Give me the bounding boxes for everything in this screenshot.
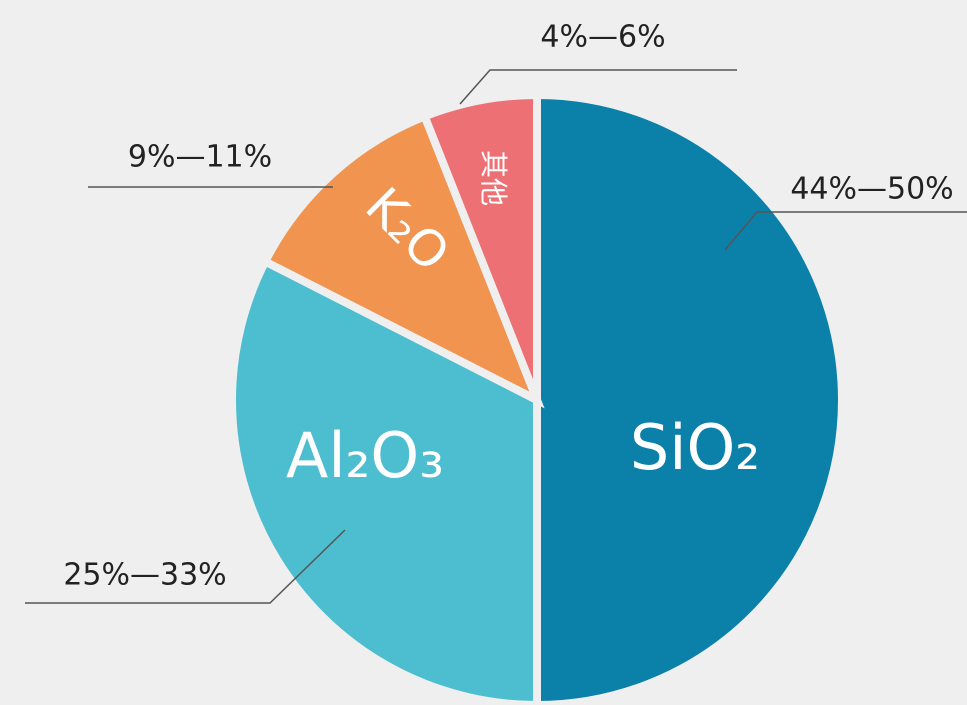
pie-slice <box>533 90 846 705</box>
pie-slice <box>259 111 545 409</box>
annotation: 9%—11% <box>128 140 272 175</box>
leader-line <box>25 529 346 604</box>
annotation: 44%—50% <box>790 172 953 207</box>
slice-label: Al₂O₃ <box>286 419 444 492</box>
leader-line <box>724 211 967 251</box>
leader-line <box>459 69 737 105</box>
slice-label: 其他 <box>477 150 510 206</box>
annotation: 4%—6% <box>540 20 665 55</box>
pie-slice <box>419 90 541 402</box>
slice-label: SiO₂ <box>630 411 760 484</box>
pie-slice <box>228 256 541 705</box>
annotation: 25%—33% <box>63 558 226 593</box>
